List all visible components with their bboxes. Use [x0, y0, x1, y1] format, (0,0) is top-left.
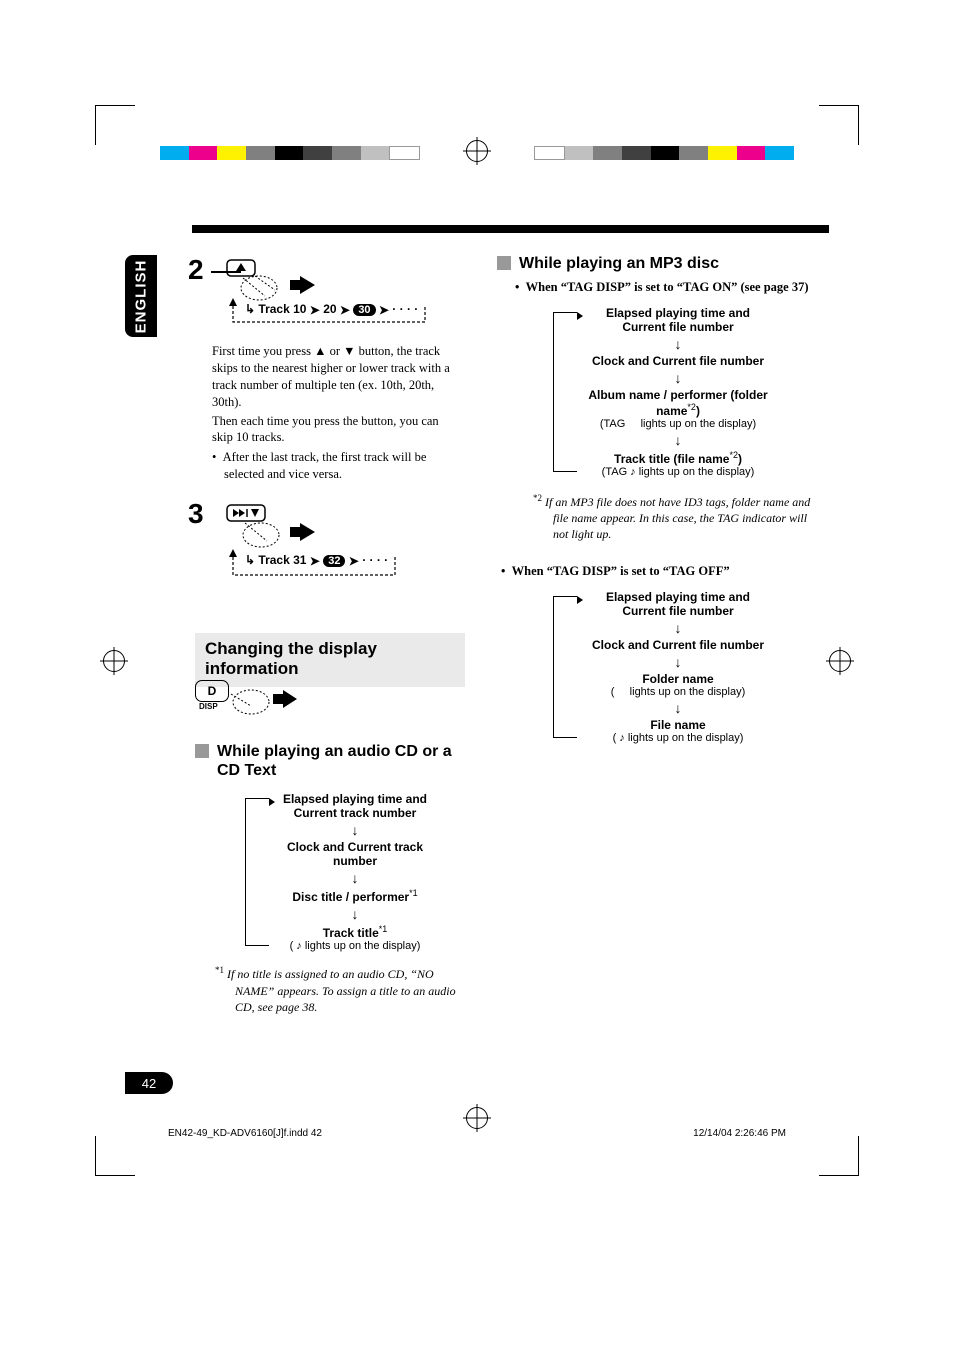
flow-loop-arrow [553, 596, 577, 738]
page-number: 42 [142, 1076, 156, 1091]
track-sequence: ↳ Track 10 ➤ 20 ➤ 30 ➤ · · · · [245, 302, 418, 316]
cd-heading-text: While playing an audio CD or a CD Text [217, 742, 465, 780]
mp3-heading-text: While playing an MP3 disc [519, 254, 719, 273]
cd-footnote: *1 If no title is assigned to an audio C… [215, 964, 465, 1015]
color-bar [160, 146, 420, 160]
mp3-heading: While playing an MP3 disc [497, 254, 817, 273]
cd-flow: Elapsed playing time and Current track n… [275, 792, 435, 952]
mp3-section: While playing an MP3 disc • When “TAG DI… [497, 254, 817, 744]
mp3-bullet-on: • When “TAG DISP” is set to “TAG ON” (se… [515, 279, 817, 296]
step-2-bullet: • After the last track, the first track … [212, 449, 462, 483]
mp3-footnote: *2 If an MP3 file does not have ID3 tags… [533, 492, 817, 543]
mp3-flow-on: Elapsed playing time and Current file nu… [583, 306, 773, 478]
footer-left: EN42-49_KD-ADV6160[J]f.indd 42 [168, 1128, 322, 1139]
registration-mark [466, 1107, 488, 1129]
step-2-text: First time you press ▲ or ▼ button, the … [212, 343, 462, 483]
cd-heading: While playing an audio CD or a CD Text [195, 742, 465, 780]
diagram-step-3: ↳ Track 31 ➤ 32 ➤ · · · · [225, 503, 435, 583]
flow-loop-arrow [245, 798, 269, 946]
color-bar [534, 146, 794, 160]
diagram-disp-button: D DISP [195, 680, 315, 735]
footer-right: 12/14/04 2:26:46 PM [693, 1128, 786, 1139]
language-tab-label: ENGLISH [133, 259, 150, 333]
square-bullet-icon [195, 744, 209, 758]
square-bullet-icon [497, 256, 511, 270]
registration-mark [829, 650, 851, 672]
diagram-step-2: ↳ Track 10 ➤ 20 ➤ 30 ➤ · · · · [225, 258, 435, 328]
step-number-2: 2 [188, 254, 204, 286]
changing-display-heading: Changing the display information [195, 633, 465, 687]
page-number-tab: 42 [125, 1072, 173, 1094]
page-top-rule [192, 225, 829, 233]
registration-mark [103, 650, 125, 672]
language-tab: ENGLISH [125, 255, 157, 337]
registration-mark [466, 140, 488, 162]
track-sequence-3: ↳ Track 31 ➤ 32 ➤ · · · · [245, 553, 388, 567]
step-number-3: 3 [188, 498, 204, 530]
flow-loop-arrow [553, 312, 577, 472]
mp3-bullet-off: • When “TAG DISP” is set to “TAG OFF” [501, 563, 817, 580]
step-2-body-1: First time you press ▲ or ▼ button, the … [212, 343, 462, 411]
step-2-body-2: Then each time you press the button, you… [212, 413, 462, 447]
mp3-flow-off: Elapsed playing time and Current file nu… [583, 590, 773, 744]
cd-section: While playing an audio CD or a CD Text E… [195, 742, 465, 1015]
